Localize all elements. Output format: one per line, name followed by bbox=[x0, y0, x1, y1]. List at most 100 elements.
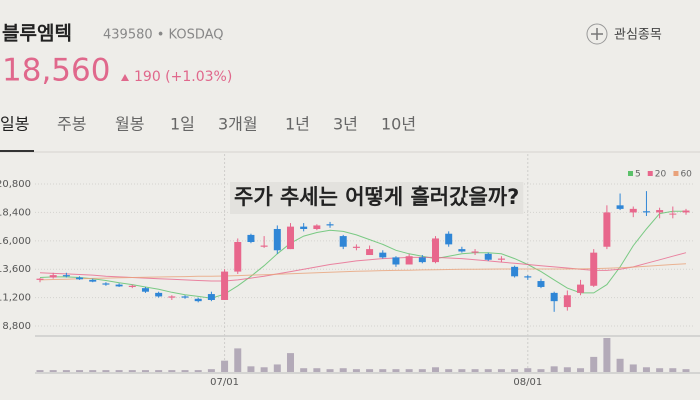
candle-body bbox=[247, 234, 255, 243]
candle-body bbox=[603, 212, 611, 247]
stock-code: 439580 • KOSDAQ bbox=[103, 28, 224, 43]
chart-title: 주가 추세는 어떻게 흘러갔을까? bbox=[234, 185, 519, 209]
x-tick-label: 07/01 bbox=[210, 377, 239, 388]
candle-body bbox=[471, 251, 479, 253]
ma-line bbox=[39, 263, 687, 281]
volume-bar bbox=[577, 368, 585, 372]
volume-bar bbox=[616, 358, 624, 372]
plus-icon bbox=[586, 23, 608, 45]
candle-body bbox=[141, 288, 149, 292]
candle-body bbox=[577, 284, 585, 293]
volume-bar bbox=[432, 367, 440, 372]
volume-bar bbox=[207, 369, 215, 372]
volume-bar bbox=[62, 370, 70, 372]
candle-body bbox=[392, 257, 400, 265]
tabs: 일봉 주봉 월봉 1일 3개월 1년 3년 10년 bbox=[0, 115, 416, 134]
volume-bar bbox=[445, 369, 453, 372]
candle-body bbox=[669, 213, 677, 215]
volume-bar bbox=[168, 370, 176, 372]
candle-body bbox=[379, 252, 387, 258]
legend-swatch bbox=[628, 171, 633, 176]
price-change: 190 (+1.03%) bbox=[134, 69, 232, 85]
stock-name: 블루엠텍 bbox=[2, 23, 72, 45]
candle-body bbox=[181, 296, 189, 298]
up-arrow bbox=[121, 74, 129, 81]
volume-bar bbox=[511, 369, 519, 372]
candle-body bbox=[550, 292, 558, 302]
volume-bar bbox=[682, 369, 690, 372]
y-tick-label: 16,000 bbox=[0, 236, 31, 247]
candle-body bbox=[405, 256, 413, 265]
candle-body bbox=[286, 226, 294, 250]
volume-bar bbox=[181, 370, 189, 372]
volume-bar bbox=[326, 369, 334, 372]
candle-body bbox=[260, 245, 268, 247]
candle-body bbox=[207, 294, 215, 300]
plus-sign bbox=[591, 28, 603, 40]
volume-bar bbox=[155, 370, 163, 372]
tab[interactable]: 10년 bbox=[381, 115, 416, 134]
candle-body bbox=[497, 258, 505, 260]
tab[interactable]: 1일 bbox=[170, 115, 195, 134]
candle-body bbox=[234, 242, 242, 272]
tab[interactable]: 주봉 bbox=[57, 115, 86, 134]
legend-label: 60 bbox=[680, 170, 692, 180]
candle-body bbox=[313, 225, 321, 229]
legend: 5 20 60 bbox=[628, 170, 692, 180]
candle-body bbox=[102, 283, 110, 285]
volume-bar bbox=[497, 369, 505, 372]
volume-bar bbox=[260, 367, 268, 372]
candle-body bbox=[682, 210, 690, 213]
watch-label[interactable]: 관심종목 bbox=[614, 28, 662, 43]
volume-bar bbox=[379, 369, 387, 372]
legend-label: 20 bbox=[655, 170, 667, 180]
volume-bar bbox=[590, 356, 598, 372]
x-tick-label: 08/01 bbox=[513, 377, 542, 388]
candle-body bbox=[616, 205, 624, 209]
candle-body bbox=[418, 257, 426, 263]
legend-swatch bbox=[647, 171, 653, 176]
candle-body bbox=[642, 211, 650, 213]
candle-body bbox=[432, 238, 440, 263]
volume-bar bbox=[273, 364, 281, 372]
candle-body bbox=[168, 296, 176, 298]
volume-bar bbox=[115, 370, 123, 372]
volume-bar bbox=[36, 370, 44, 372]
tab[interactable]: 1년 bbox=[285, 115, 310, 134]
volume-bar bbox=[49, 370, 57, 372]
candle-body bbox=[629, 208, 637, 213]
y-tick-label: 8,800 bbox=[2, 321, 31, 332]
candle-body bbox=[326, 224, 334, 226]
volume-bar bbox=[642, 367, 650, 372]
candle-body bbox=[128, 285, 136, 287]
candle-body bbox=[458, 249, 466, 252]
volume-bar bbox=[669, 368, 677, 372]
tab[interactable]: 일봉 bbox=[0, 115, 29, 134]
volume-bar bbox=[141, 370, 149, 372]
candle-body bbox=[76, 277, 84, 280]
candle-body bbox=[194, 298, 202, 302]
candle-body bbox=[273, 228, 281, 251]
volume-bar bbox=[418, 369, 426, 372]
volume-bar bbox=[221, 360, 229, 372]
watch-button[interactable]: 관심종목 bbox=[586, 23, 662, 45]
candle-body bbox=[484, 253, 492, 260]
tab[interactable]: 3개월 bbox=[218, 115, 258, 134]
candle-body bbox=[89, 279, 97, 282]
candle-body bbox=[339, 236, 347, 247]
volume-bar bbox=[484, 369, 492, 372]
candle-body bbox=[563, 295, 571, 308]
volume-bar bbox=[524, 368, 532, 372]
volume-bar bbox=[366, 369, 374, 372]
candle-body bbox=[352, 246, 360, 248]
tab[interactable]: 3년 bbox=[333, 115, 358, 134]
candle-body bbox=[511, 266, 519, 277]
volume-bar bbox=[339, 368, 347, 372]
volume-bar bbox=[563, 367, 571, 372]
tab[interactable]: 월봉 bbox=[115, 115, 144, 134]
candle-body bbox=[445, 233, 453, 245]
volume-bar bbox=[300, 368, 308, 372]
candle-body bbox=[221, 271, 229, 300]
candle-body bbox=[537, 281, 545, 287]
